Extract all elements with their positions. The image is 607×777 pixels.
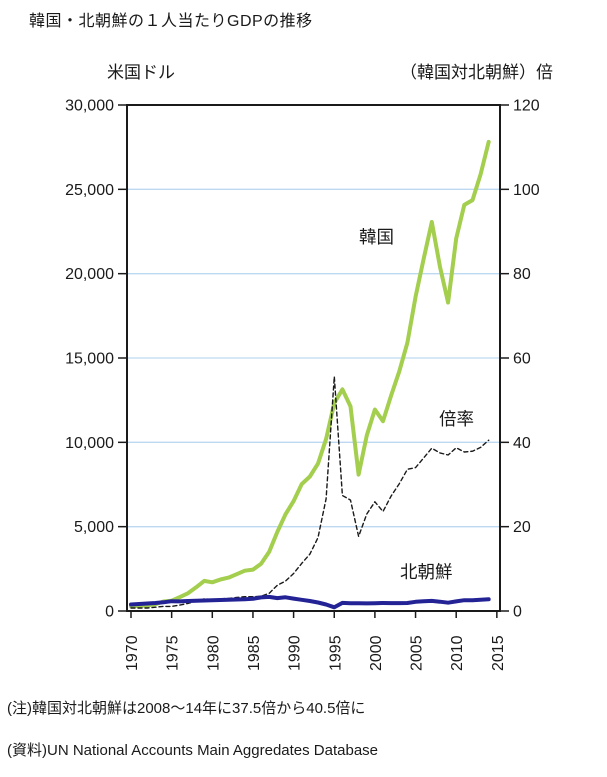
left-axis-tick-label: 30,000 — [65, 98, 114, 115]
left-axis-unit-label: 米国ドル — [107, 63, 175, 82]
right-axis-tick-label: 0 — [513, 604, 522, 621]
source-line: (資料)UN National Accounts Main Aggredates… — [7, 742, 379, 759]
right-axis-tick-label: 120 — [513, 98, 540, 115]
left-axis-tick-label: 25,000 — [65, 182, 114, 199]
left-axis-tick-label: 5,000 — [74, 519, 114, 536]
right-axis-unit-label: （韓国対北朝鮮）倍 — [400, 63, 553, 82]
x-axis-tick-label: 2000 — [368, 635, 385, 671]
right-axis-tick-label: 100 — [513, 182, 540, 199]
x-axis-tick-label: 1985 — [246, 635, 263, 671]
left-axis-tick-label: 0 — [105, 604, 114, 621]
x-axis-tick-label: 1990 — [287, 635, 304, 671]
gdp-line-chart: 30,000 25,000 20,000 15,000 10,000 5,000 0 120 1… — [65, 98, 540, 672]
right-axis-tick-label: 60 — [513, 351, 531, 368]
north-korea-label: 北朝鮮 — [400, 562, 453, 582]
note-line: (注)韓国対北朝鮮は2008～14年に37.5倍から40.5倍に — [7, 700, 366, 717]
ratio-label: 倍率 — [439, 409, 474, 429]
x-axis-tick-label: 2015 — [490, 635, 507, 671]
x-axis-tick-label: 1975 — [165, 635, 182, 671]
x-axis-tick-label: 1995 — [327, 635, 344, 671]
x-axis-tick-label: 2005 — [409, 635, 426, 671]
right-axis-tick-label: 40 — [513, 435, 531, 452]
right-axis-tick-label: 20 — [513, 519, 531, 536]
left-axis-tick-label: 20,000 — [65, 266, 114, 283]
x-axis-tick-label: 1980 — [205, 635, 222, 671]
x-axis-tick-label: 1970 — [124, 635, 141, 671]
x-axis-tick-label: 2010 — [449, 635, 466, 671]
chart-title: 韓国・北朝鮮の１人当たりGDPの推移 — [29, 13, 313, 30]
korea-label: 韓国 — [359, 227, 394, 247]
series-korea-line — [129, 139, 491, 609]
left-axis-tick-label: 10,000 — [65, 435, 114, 452]
right-axis-tick-label: 80 — [513, 266, 531, 283]
series-north-korea-line — [129, 594, 491, 610]
left-axis-tick-label: 15,000 — [65, 351, 114, 368]
